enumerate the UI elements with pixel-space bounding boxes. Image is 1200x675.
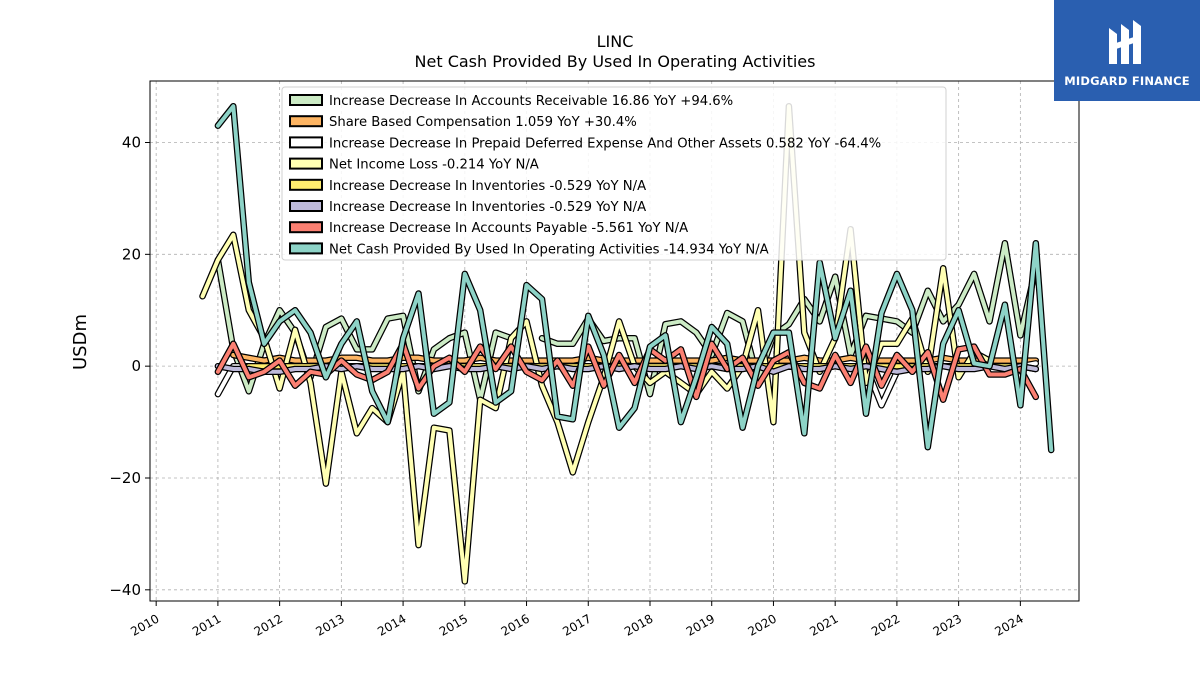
series-line <box>215 104 1054 452</box>
y-axis-label: USDm <box>70 314 91 370</box>
series-group <box>199 102 1055 585</box>
brand-name: MIDGARD FINANCE <box>1064 73 1190 88</box>
legend-label: Increase Decrease In Accounts Payable -5… <box>329 221 688 236</box>
y-tick-label: −20 <box>109 469 141 487</box>
y-tick-label: 40 <box>122 134 141 152</box>
legend-label: Increase Decrease In Inventories -0.529 … <box>329 200 646 215</box>
legend-box <box>281 86 947 261</box>
brand-logo: MIDGARD FINANCE <box>1054 0 1200 101</box>
midgard-logo-icon <box>1109 19 1141 64</box>
legend-swatch <box>289 157 323 170</box>
legend: Increase Decrease In Accounts Receivable… <box>281 86 947 261</box>
plot-frame <box>149 80 1080 602</box>
y-tick-label: 20 <box>122 245 141 263</box>
y-tick-label: 0 <box>131 357 141 375</box>
legend-swatch <box>289 136 323 149</box>
chart-subtitle: Net Cash Provided By Used In Operating A… <box>415 52 816 71</box>
legend-label: Net Cash Provided By Used In Operating A… <box>329 242 769 257</box>
series-line <box>215 341 1038 402</box>
y-tick-label: −40 <box>109 581 141 599</box>
legend-label: Increase Decrease In Inventories -0.529 … <box>329 179 646 194</box>
legend-label: Increase Decrease In Prepaid Deferred Ex… <box>329 136 881 151</box>
legend-label: Net Income Loss -0.214 YoY N/A <box>329 158 539 173</box>
chart-title: LINC <box>597 32 634 51</box>
legend-swatch <box>289 200 323 212</box>
legend-label: Increase Decrease In Accounts Receivable… <box>329 94 733 109</box>
legend-swatch <box>289 178 323 191</box>
legend-swatch <box>289 94 323 106</box>
legend-swatch <box>289 221 323 234</box>
legend-swatch <box>289 242 323 255</box>
series-line <box>200 104 992 584</box>
legend-swatch <box>289 115 323 128</box>
legend-label: Share Based Compensation 1.059 YoY +30.4… <box>329 115 637 130</box>
